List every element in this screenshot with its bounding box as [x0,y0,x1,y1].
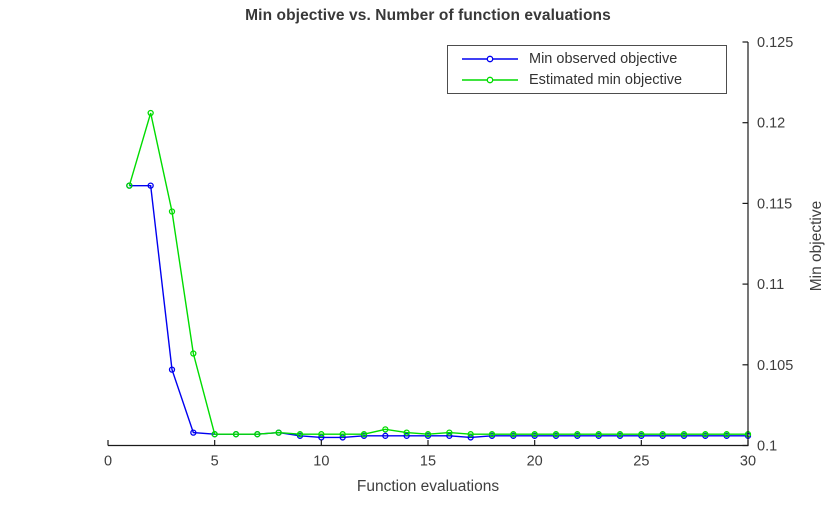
series-1-marker [147,109,154,117]
series-1-marker [659,431,666,438]
y-tick-label: 0.11 [757,277,784,293]
series-1-marker [275,429,282,436]
y-tick-label: 0.1 [757,439,777,455]
x-tick-label: 5 [211,454,219,470]
series-0-marker [467,434,474,441]
series-1-marker [296,431,304,438]
series-1-marker [126,182,133,189]
series-1-marker [531,431,538,438]
series-1-marker [254,431,261,438]
series-1-marker [488,431,496,438]
x-tick-label: 25 [633,454,649,470]
legend-item-estimated-min: Estimated min objective [461,70,720,91]
series-0-marker [339,434,346,441]
series-1-marker [574,431,581,438]
series-1-marker [190,350,197,357]
series-1-marker [382,426,389,433]
series-1-marker [424,431,432,438]
y-tick-label: 0.125 [757,35,793,51]
series-1-marker [211,431,218,438]
series-0-marker [318,434,325,441]
legend-label-min-observed: Min observed objective [529,51,678,67]
legend-label-estimated-min: Estimated min objective [529,72,683,88]
x-tick-label: 0 [104,454,112,470]
series-1-marker [339,431,346,438]
series-0-marker [190,429,197,436]
legend-box: Min observed objective Estimated min obj… [447,45,727,94]
x-tick-label: 30 [740,454,756,470]
series-0-marker [147,182,154,189]
chart-title: Min objective vs. Number of function eva… [245,7,611,24]
series-1-marker [595,431,602,438]
x-tick-label: 15 [420,454,436,470]
series-1-marker [552,431,560,438]
series-1-marker [360,431,368,438]
series-1-marker [232,431,240,438]
y-tick-label: 0.105 [757,358,793,374]
y-tick-label: 0.12 [757,116,785,132]
series-1-marker [446,429,453,436]
series-0-marker [403,432,410,439]
series-0-marker [446,432,453,439]
series-1-marker [168,208,176,215]
series-0-marker [168,366,176,373]
series-line-1 [128,112,748,435]
legend-item-min-observed: Min observed objective [461,49,720,70]
y-axis-label: Min objective [808,200,825,292]
series-1-marker [318,431,325,438]
axis-spines [108,42,749,447]
series-1-marker [723,431,730,438]
legend-sample-line-blue [462,55,518,63]
x-axis-label: Function evaluations [356,478,500,495]
series-1-marker [467,431,474,438]
series-1-marker [702,431,709,438]
series-1-marker [510,431,517,438]
series-1-marker [638,431,645,438]
y-tick-label: 0.115 [757,196,792,212]
legend-sample-line-green [462,76,518,84]
x-tick-label: 20 [527,454,543,470]
series-1-marker [680,431,688,438]
series-1-marker [616,431,624,438]
x-tick-label: 10 [313,454,329,470]
series-1-marker [403,429,410,436]
series-line-0 [129,184,748,439]
series-0-marker [382,432,389,439]
